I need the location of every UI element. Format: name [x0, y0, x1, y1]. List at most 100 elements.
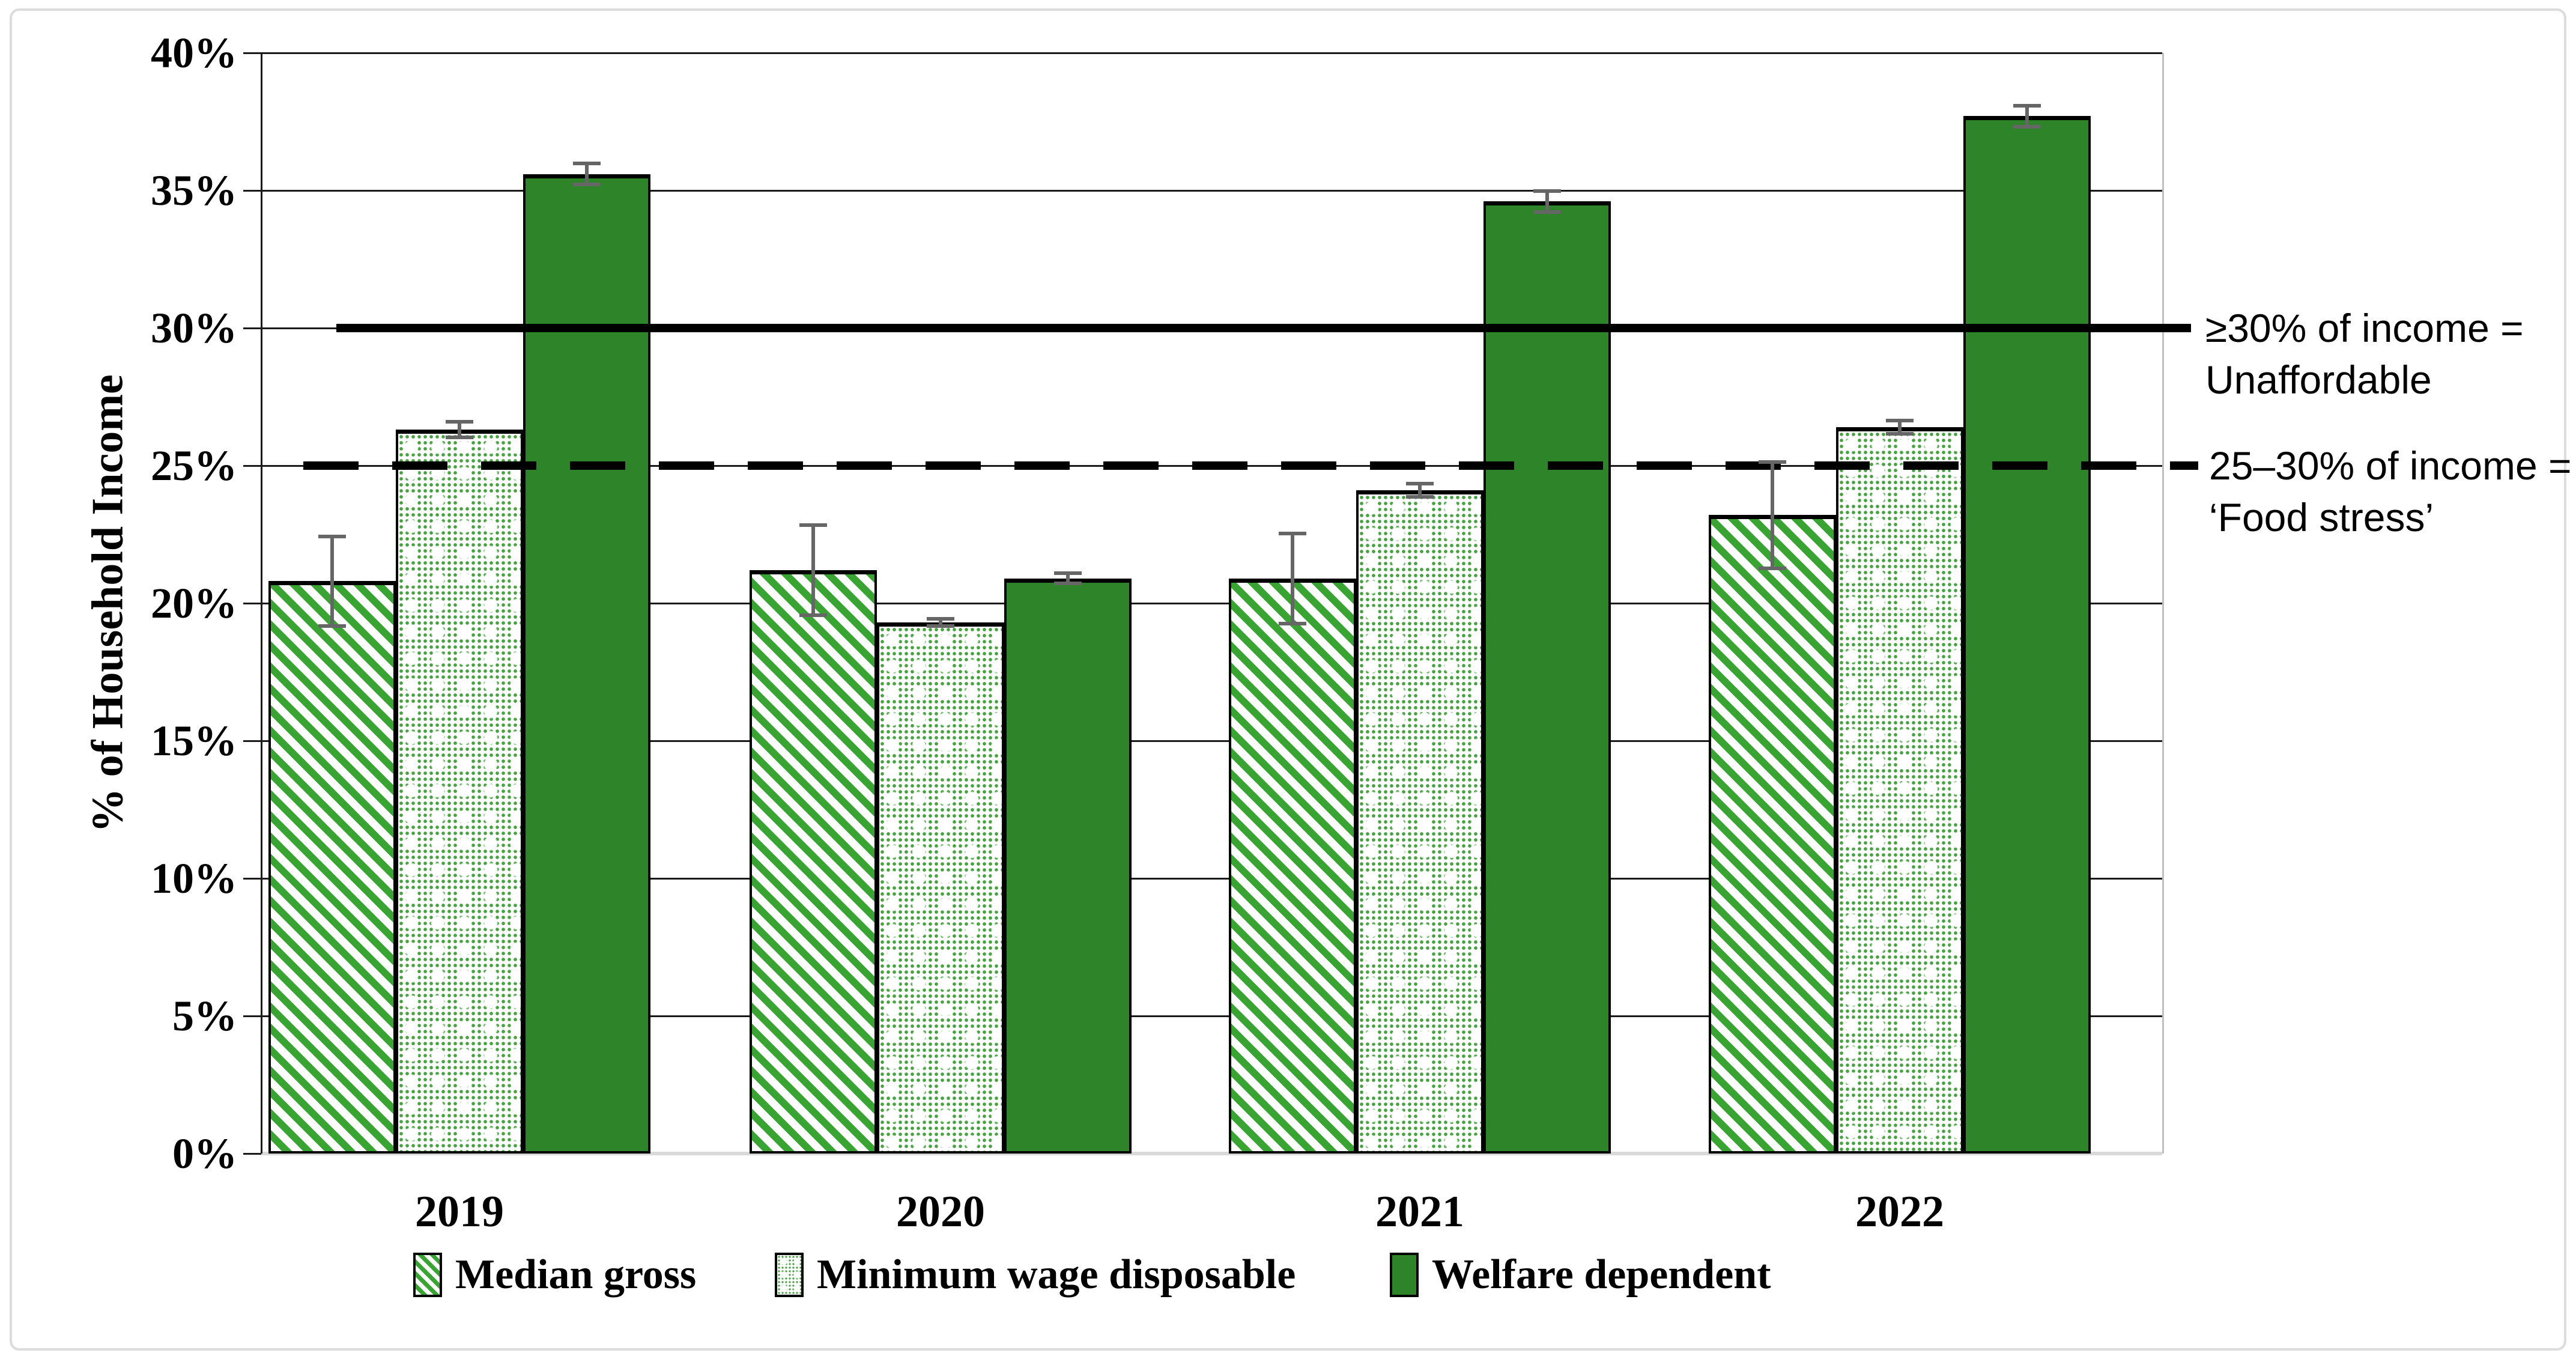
y-tick-label-0: 0% [172, 1129, 237, 1178]
bar-2019-median-gross [268, 581, 396, 1154]
error-bar-cap-top [1054, 571, 1082, 576]
gridline-35 [261, 189, 2162, 192]
error-bar-stem [1898, 419, 1902, 436]
error-bar-cap-top [2013, 103, 2041, 108]
y-axis-line [260, 53, 262, 1154]
legend-label-minimum-wage-disposable: Minimum wage disposable [817, 1251, 1296, 1298]
error-bar-cap-top [446, 420, 473, 424]
error-bar-cap-bottom [1886, 431, 1914, 436]
error-bar-stem [458, 420, 461, 440]
error-bar-2022-welfare-dependent [2013, 103, 2041, 129]
error-bar-2020-median-gross [799, 523, 827, 617]
error-bar-stem [1418, 482, 1422, 499]
gridline-20 [261, 602, 2162, 604]
error-bar-cap-bottom [318, 624, 346, 628]
error-bar-cap-bottom [927, 624, 954, 628]
error-bar-cap-top [1886, 419, 1914, 423]
error-bar-stem [585, 161, 589, 187]
gridline-15 [261, 740, 2162, 742]
x-axis-label-2021: 2021 [1375, 1187, 1464, 1236]
error-bar-stem [1291, 531, 1294, 625]
error-bar-2019-median-gross [318, 534, 346, 628]
error-bar-stem [1771, 460, 1774, 571]
bar-2022-welfare-dependent [1963, 116, 2091, 1154]
error-bar-stem [1545, 189, 1549, 214]
error-bar-cap-top [1279, 531, 1306, 535]
ref-line-label-unaffordable-line2: Unaffordable [2205, 357, 2432, 402]
legend-label-median-gross: Median gross [455, 1251, 697, 1298]
bar-2020-welfare-dependent [1004, 578, 1132, 1154]
error-bar-cap-bottom [573, 183, 601, 187]
x-axis-label-2019: 2019 [415, 1187, 504, 1236]
ref-line-label-food-stress: 25–30% of income = ‘Food stress’ [2209, 440, 2572, 543]
error-bar-cap-bottom [1054, 582, 1082, 586]
error-bar-cap-bottom [1759, 567, 1786, 571]
error-bar-2019-minimum-wage-disposable [446, 420, 473, 440]
y-tick-5 [243, 1015, 261, 1017]
error-bar-cap-bottom [1279, 621, 1306, 625]
y-tick-label-40: 40% [151, 29, 237, 77]
error-bar-2020-minimum-wage-disposable [927, 616, 954, 628]
y-tick-35 [243, 189, 261, 192]
y-tick-label-30: 30% [151, 304, 237, 352]
bar-2021-welfare-dependent [1483, 201, 1611, 1154]
error-bar-cap-bottom [446, 436, 473, 440]
error-bar-cap-top [1406, 482, 1434, 486]
legend-item-welfare-dependent: Welfare dependent [1390, 1251, 1771, 1299]
plot-right-border [2162, 53, 2164, 1154]
ref-line-label-unaffordable: ≥30% of income = Unaffordable [2205, 302, 2524, 406]
error-bar-cap-bottom [1406, 494, 1434, 499]
bar-2022-minimum-wage-disposable [1836, 427, 1963, 1154]
bar-2021-minimum-wage-disposable [1356, 490, 1483, 1154]
bar-2020-median-gross [750, 570, 877, 1154]
ref-line-label-food-stress-line2: ‘Food stress’ [2209, 495, 2434, 540]
error-bar-stem [811, 523, 815, 617]
y-tick-0 [243, 1152, 261, 1155]
gridline-10 [261, 877, 2162, 880]
legend-item-minimum-wage-disposable: Minimum wage disposable [775, 1251, 1296, 1299]
error-bar-2022-minimum-wage-disposable [1886, 419, 1914, 436]
error-bar-cap-top [573, 161, 601, 165]
error-bar-2022-median-gross [1759, 460, 1786, 571]
y-tick-25 [243, 464, 261, 467]
legend-swatch-welfare-dependent [1390, 1253, 1419, 1297]
ref-line-30 [336, 324, 2191, 332]
error-bar-2019-welfare-dependent [573, 161, 601, 187]
y-tick-label-15: 15% [151, 717, 237, 765]
bar-2022-median-gross [1709, 515, 1836, 1154]
error-bar-cap-top [927, 616, 954, 621]
gridline-0 [261, 1152, 2162, 1155]
y-tick-label-25: 25% [151, 442, 237, 490]
ref-line-25 [303, 461, 2198, 470]
y-tick-15 [243, 740, 261, 742]
error-bar-2021-minimum-wage-disposable [1406, 482, 1434, 499]
y-tick-label-5: 5% [172, 992, 237, 1040]
bar-2019-welfare-dependent [523, 174, 650, 1154]
error-bar-2021-median-gross [1279, 531, 1306, 625]
y-tick-label-20: 20% [151, 579, 237, 627]
legend-swatch-minimum-wage-disposable [775, 1253, 804, 1297]
y-tick-label-35: 35% [151, 166, 237, 214]
ref-line-label-food-stress-line1: 25–30% of income = [2209, 443, 2572, 488]
error-bar-2020-welfare-dependent [1054, 571, 1082, 586]
legend-item-median-gross: Median gross [413, 1251, 696, 1299]
error-bar-cap-bottom [1533, 210, 1561, 214]
y-tick-10 [243, 877, 261, 880]
error-bar-cap-bottom [799, 613, 827, 617]
error-bar-stem [939, 616, 942, 628]
error-bar-stem [1066, 571, 1070, 586]
error-bar-stem [2025, 103, 2029, 129]
error-bar-cap-top [799, 523, 827, 527]
bar-2021-median-gross [1229, 578, 1356, 1154]
error-bar-cap-top [318, 534, 346, 538]
ref-line-label-unaffordable-line1: ≥30% of income = [2205, 306, 2524, 350]
legend-swatch-median-gross [413, 1253, 442, 1297]
error-bar-stem [330, 534, 334, 628]
error-bar-cap-top [1759, 460, 1786, 464]
y-tick-30 [243, 327, 261, 329]
legend-label-welfare-dependent: Welfare dependent [1432, 1251, 1771, 1298]
y-tick-20 [243, 602, 261, 604]
gridline-40 [261, 52, 2162, 54]
error-bar-2021-welfare-dependent [1533, 189, 1561, 214]
